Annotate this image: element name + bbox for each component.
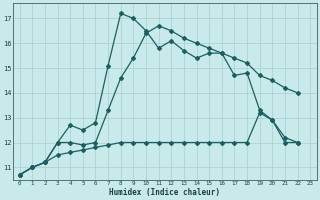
X-axis label: Humidex (Indice chaleur): Humidex (Indice chaleur): [109, 188, 220, 197]
